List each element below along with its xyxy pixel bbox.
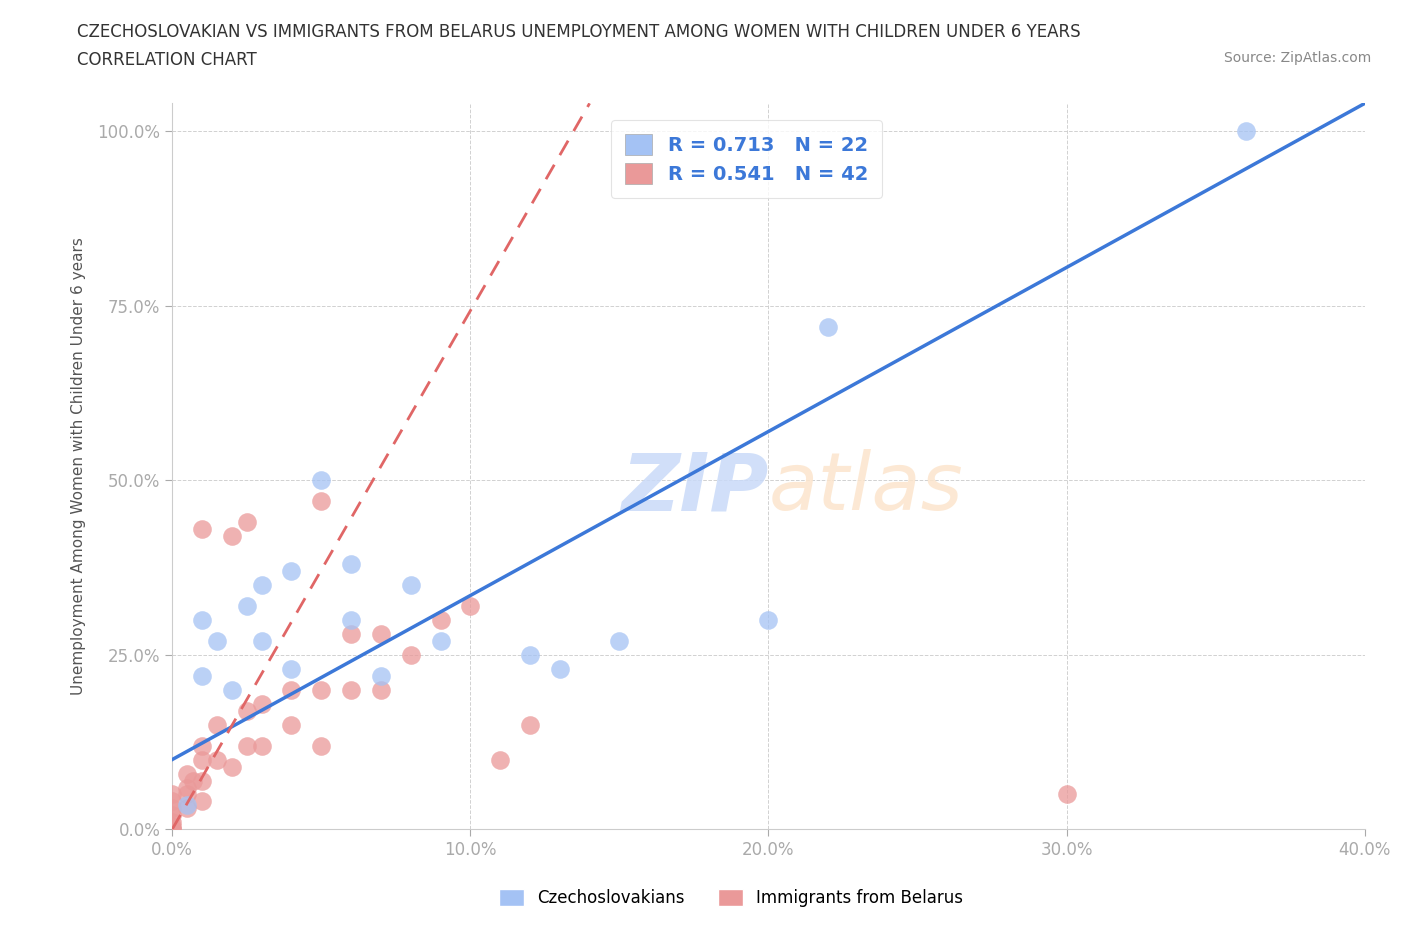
Point [340, 627, 363, 642]
Point [399, 578, 422, 592]
Point [460, 599, 482, 614]
Point [429, 633, 451, 648]
Point [191, 794, 214, 809]
Point [758, 613, 780, 628]
Point [176, 801, 198, 816]
Text: atlas: atlas [769, 449, 963, 527]
Point [399, 647, 422, 662]
Point [191, 738, 214, 753]
Point [250, 633, 273, 648]
Point [160, 818, 183, 833]
Point [309, 472, 332, 487]
Text: CZECHOSLOVAKIAN VS IMMIGRANTS FROM BELARUS UNEMPLOYMENT AMONG WOMEN WITH CHILDRE: CZECHOSLOVAKIAN VS IMMIGRANTS FROM BELAR… [77, 23, 1081, 41]
Point [160, 801, 183, 816]
Point [160, 787, 183, 802]
Point [250, 697, 273, 711]
Point [221, 529, 243, 544]
Point [221, 683, 243, 698]
Point [176, 787, 198, 802]
Point [221, 759, 243, 774]
Point [191, 752, 214, 767]
Point [160, 822, 183, 837]
Point [429, 613, 451, 628]
Point [235, 515, 257, 530]
Point [160, 815, 183, 830]
Point [250, 738, 273, 753]
Point [191, 669, 214, 684]
Point [519, 717, 541, 732]
Text: ZIP: ZIP [621, 449, 769, 527]
Point [519, 647, 541, 662]
Point [176, 780, 198, 795]
Point [489, 752, 512, 767]
Point [309, 494, 332, 509]
Point [280, 683, 302, 698]
Point [205, 752, 228, 767]
Point [1234, 124, 1257, 139]
Point [205, 633, 228, 648]
Point [191, 773, 214, 788]
Point [309, 683, 332, 698]
Point [340, 683, 363, 698]
Point [370, 683, 392, 698]
Point [548, 661, 571, 676]
Point [160, 794, 183, 809]
Legend: R = 0.713   N = 22, R = 0.541   N = 42: R = 0.713 N = 22, R = 0.541 N = 42 [612, 120, 882, 198]
Point [340, 557, 363, 572]
Point [205, 717, 228, 732]
Point [817, 319, 839, 334]
Text: CORRELATION CHART: CORRELATION CHART [77, 51, 257, 69]
Point [176, 766, 198, 781]
Text: Source: ZipAtlas.com: Source: ZipAtlas.com [1223, 51, 1371, 65]
Point [191, 613, 214, 628]
Point [160, 808, 183, 823]
Point [235, 703, 257, 718]
Point [160, 822, 183, 837]
Point [191, 522, 214, 537]
Point [280, 661, 302, 676]
Point [181, 773, 204, 788]
Point [1056, 787, 1078, 802]
Point [235, 599, 257, 614]
Point [370, 627, 392, 642]
Point [370, 669, 392, 684]
Point [250, 578, 273, 592]
Legend: Czechoslovakians, Immigrants from Belarus: Czechoslovakians, Immigrants from Belaru… [489, 879, 973, 917]
Point [340, 613, 363, 628]
Y-axis label: Unemployment Among Women with Children Under 6 years: Unemployment Among Women with Children U… [72, 237, 86, 696]
Point [309, 738, 332, 753]
Point [176, 798, 198, 813]
Point [280, 717, 302, 732]
Point [235, 738, 257, 753]
Point [609, 633, 631, 648]
Point [280, 564, 302, 578]
